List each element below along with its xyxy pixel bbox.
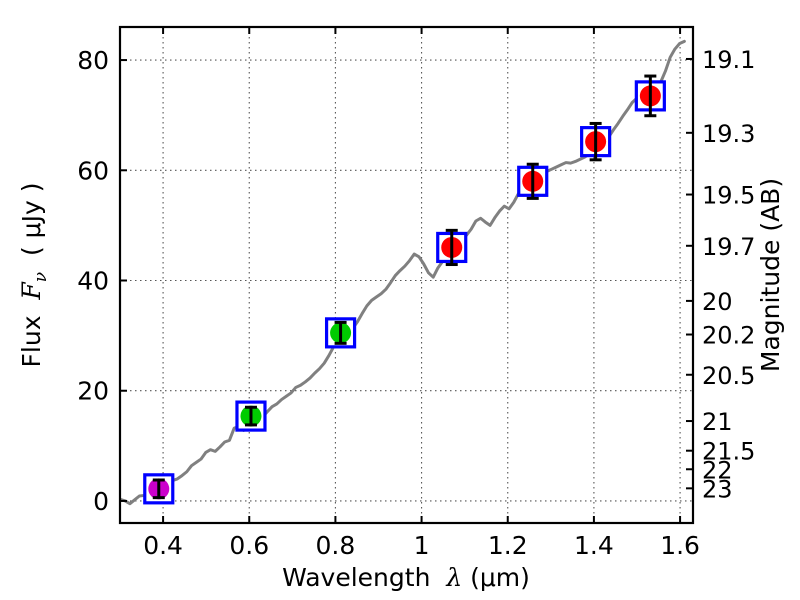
x-tick-label: 1.4: [574, 531, 614, 560]
x-tick-labels: 0.4 0.6 0.8 1 1.2 1.4 1.6: [143, 531, 700, 560]
x-tick-label: 0.8: [316, 531, 356, 560]
y-tick-label-right: 20.5: [702, 362, 755, 390]
photometry-point-H: [580, 121, 612, 162]
y-tick-label-right: 20.2: [702, 322, 755, 350]
y-axis-title-right: Magnitude (AB): [756, 178, 785, 372]
photometry-point-i: [436, 228, 468, 267]
y-axis-right-title-group: Magnitude (AB): [756, 178, 785, 372]
y-tick-label-left: 0: [93, 487, 109, 516]
x-tick-label: 0.6: [229, 531, 269, 560]
y-tick-labels-left: 0 20 40 60 80: [77, 46, 109, 516]
y-tick-label-right: 19.3: [702, 120, 755, 148]
y-axis-title-left: Flux Fν ( μJy ): [17, 183, 51, 368]
photometry-point-K: [634, 74, 666, 118]
gridlines: [120, 27, 693, 523]
x-tick-label: 0.4: [143, 531, 183, 560]
photometry-point-g: [235, 400, 267, 432]
photometry-point-r: [324, 317, 357, 349]
photometry-point-u: [143, 473, 175, 505]
axis-ticks: [120, 27, 693, 523]
axes-background: [120, 27, 693, 523]
y-tick-label-right: 21: [702, 408, 733, 436]
y-tick-label-left: 80: [77, 46, 109, 75]
y-tick-label-left: 20: [77, 377, 109, 406]
y-tick-label-right: 20: [702, 288, 733, 316]
x-tick-label: 1.6: [660, 531, 700, 560]
y-tick-label-right: 22: [702, 456, 733, 484]
y-tick-label-right: 19.1: [702, 46, 755, 74]
y-tick-label-right: 21.5: [702, 438, 755, 466]
y-tick-label-right: 19.7: [702, 233, 755, 261]
x-tick-label: 1.2: [488, 531, 528, 560]
y-tick-label-left: 60: [77, 156, 109, 185]
photometry-point-J: [517, 162, 549, 200]
x-axis-title-group: Wavelength λ (μm): [282, 563, 530, 592]
y-tick-label-right: 23: [702, 475, 733, 503]
x-axis-title: Wavelength λ (μm): [282, 563, 530, 592]
axes-frame: [118, 25, 695, 525]
photometry-markers: [143, 74, 666, 505]
x-tick-label: 1: [414, 531, 430, 560]
y-tick-label-left: 40: [77, 267, 109, 296]
y-axis-title-group: Flux Fν ( μJy ): [17, 183, 51, 368]
y-tick-label-right: 19.5: [702, 182, 755, 210]
